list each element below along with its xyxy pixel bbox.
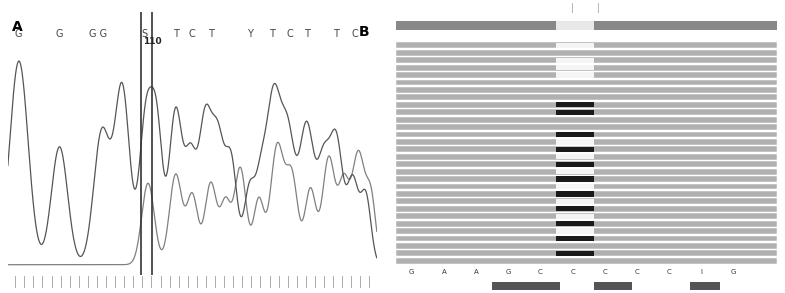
Text: C: C — [666, 269, 671, 275]
Text: T: T — [268, 30, 275, 40]
Bar — [396, 132, 777, 137]
Bar — [557, 110, 594, 115]
Bar — [396, 243, 777, 249]
Bar — [396, 206, 777, 212]
Bar — [396, 169, 777, 175]
Bar — [396, 139, 777, 145]
Text: C: C — [538, 269, 542, 275]
Text: B: B — [358, 25, 369, 39]
Text: T: T — [304, 30, 309, 40]
Bar — [396, 228, 777, 234]
Text: T: T — [173, 30, 179, 40]
Bar — [557, 214, 594, 219]
Bar — [396, 251, 777, 256]
Bar — [396, 198, 777, 204]
Bar — [557, 43, 594, 48]
Bar — [557, 139, 594, 144]
Bar — [557, 176, 594, 182]
Bar — [396, 258, 777, 264]
Text: C: C — [634, 269, 639, 275]
Bar — [396, 124, 777, 130]
Bar — [396, 161, 777, 167]
Bar — [396, 176, 777, 182]
Bar — [557, 162, 594, 167]
Text: A: A — [12, 20, 22, 34]
Text: T: T — [334, 30, 339, 40]
Bar — [557, 20, 594, 30]
Bar — [396, 184, 777, 190]
Text: C: C — [352, 30, 358, 40]
Bar — [557, 58, 594, 63]
Bar — [557, 132, 594, 137]
Bar — [557, 169, 594, 174]
Text: G: G — [409, 269, 414, 275]
Text: I: I — [700, 269, 703, 275]
Bar — [396, 94, 777, 100]
Bar — [396, 102, 777, 108]
Bar — [557, 206, 594, 212]
Bar — [396, 50, 777, 56]
Bar — [557, 236, 594, 241]
Text: T: T — [208, 30, 214, 40]
Bar — [396, 109, 777, 115]
Text: C: C — [287, 30, 294, 40]
Text: S: S — [141, 30, 148, 40]
Bar — [396, 72, 777, 78]
Text: C: C — [602, 269, 607, 275]
Text: G: G — [55, 30, 63, 40]
Bar — [396, 191, 777, 197]
Bar — [557, 191, 594, 197]
Bar — [396, 213, 777, 219]
Bar — [557, 229, 594, 234]
Bar — [396, 57, 777, 63]
Bar — [396, 80, 777, 85]
Bar — [396, 87, 777, 93]
Bar — [396, 42, 777, 48]
Text: C: C — [189, 30, 195, 40]
Bar — [557, 102, 594, 108]
Text: A: A — [473, 269, 478, 275]
Bar — [557, 147, 594, 152]
Text: G: G — [731, 269, 736, 275]
Text: 110: 110 — [143, 37, 162, 46]
Bar — [594, 282, 633, 290]
Bar — [396, 146, 777, 152]
Text: C: C — [570, 269, 575, 275]
Bar — [396, 19, 777, 30]
Bar — [557, 251, 594, 256]
Bar — [396, 221, 777, 226]
Bar — [557, 184, 594, 189]
Bar — [557, 199, 594, 204]
Bar — [557, 65, 594, 70]
Bar — [557, 72, 594, 78]
Bar — [396, 65, 777, 71]
Bar — [689, 282, 720, 290]
Bar — [396, 236, 777, 241]
Text: Y: Y — [246, 30, 253, 40]
Bar — [396, 154, 777, 160]
Text: G: G — [506, 269, 511, 275]
Text: G: G — [14, 30, 22, 40]
Text: A: A — [441, 269, 446, 275]
Bar — [396, 117, 777, 122]
Bar — [491, 282, 560, 290]
Text: G G: G G — [89, 30, 108, 40]
Bar — [557, 154, 594, 159]
Bar — [557, 221, 594, 226]
